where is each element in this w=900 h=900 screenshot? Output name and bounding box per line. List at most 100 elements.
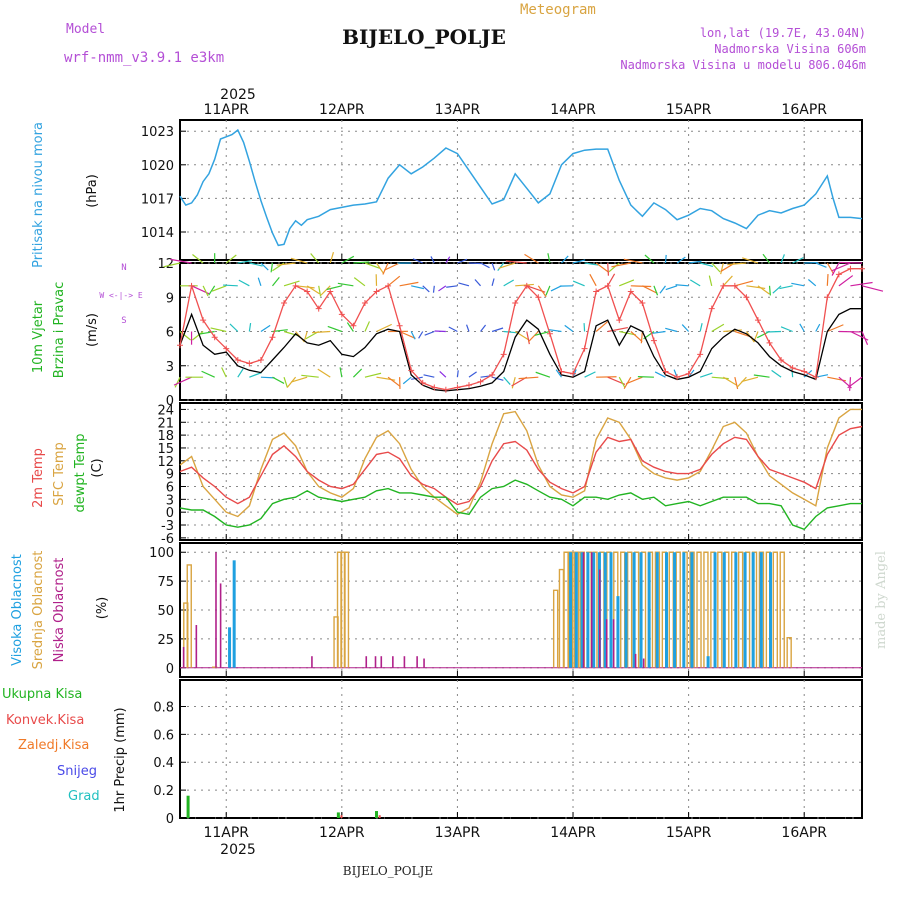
pressure-unit: (hPa) — [85, 174, 100, 208]
mid-cloud-label: Srednja Oblacnost — [31, 551, 46, 670]
wind-gust-marker — [246, 360, 253, 367]
low-cloud-bar — [590, 552, 593, 668]
wind-barb — [861, 331, 869, 346]
wind-barb — [320, 285, 331, 296]
high-cloud-bar — [759, 552, 763, 668]
wind-gust-marker — [269, 334, 276, 341]
high-cloud-bar — [228, 627, 232, 668]
wind-barb — [480, 262, 490, 269]
wind-barb — [652, 330, 666, 334]
wind-barb — [815, 323, 821, 332]
high-cloud-bar — [713, 552, 717, 668]
wind-barb — [329, 252, 335, 264]
wind-barb — [418, 331, 424, 339]
low-cloud-bar — [416, 656, 418, 668]
wind-gust-marker — [731, 282, 738, 289]
top-date-label: 16APR — [781, 102, 827, 118]
precip-ytick-label: 0 — [166, 812, 174, 827]
wind-barb — [423, 374, 435, 378]
wind-barb — [402, 376, 412, 385]
wind-barb — [383, 262, 400, 271]
wind-barb — [317, 368, 331, 378]
temp-ytick-label: 6 — [166, 480, 174, 495]
bottom-year-label: 2025 — [220, 842, 256, 858]
wind-barb — [734, 280, 754, 287]
wind-gust-marker — [396, 322, 403, 329]
high-cloud-bar — [569, 552, 573, 668]
wind-barb — [780, 254, 785, 264]
wind-barb — [399, 330, 416, 339]
wind-barb — [422, 285, 430, 293]
wind-barb — [630, 331, 643, 343]
wind-barb — [642, 285, 658, 294]
wind-gust-marker — [639, 299, 646, 306]
low-cloud-bar — [219, 583, 222, 668]
wind-gust-marker — [454, 384, 461, 391]
wind-barb — [352, 368, 363, 378]
wind-barb — [202, 285, 209, 297]
mid-cloud-bar — [626, 551, 633, 668]
wind-gust-marker — [581, 345, 588, 352]
wind-barb — [753, 374, 770, 378]
wind-gust-marker — [385, 282, 392, 289]
mid-cloud-bar — [186, 564, 192, 668]
wind-barb — [326, 285, 342, 291]
wind-gust-marker — [350, 322, 357, 329]
wind-barb — [700, 262, 714, 267]
wind-barb — [353, 277, 366, 287]
temp-ytick-label: 0 — [166, 506, 174, 521]
lonlat-text: lon,lat (19.7E, 43.04N) — [700, 26, 866, 40]
wind-barb — [815, 262, 827, 268]
wind-barb — [644, 254, 655, 264]
wind-barb — [192, 331, 204, 341]
wind-gust-marker — [650, 337, 657, 344]
wind-barb — [260, 262, 269, 271]
top-date-label: 15APR — [666, 102, 712, 118]
temp-ytick-label: 3 — [166, 493, 174, 508]
temp-ytick-label: -6 — [161, 532, 174, 547]
wind-gust-marker — [500, 351, 507, 358]
wind-barb — [518, 376, 539, 380]
wind-barb — [607, 273, 616, 287]
wind-barb — [779, 285, 793, 290]
wind-barb — [503, 279, 515, 287]
wind-gust-marker — [778, 357, 785, 364]
top-date-label: 11APR — [203, 102, 249, 118]
wind-gust-marker — [616, 317, 623, 324]
precip-unit-label: 1hr Precip (mm) — [113, 707, 128, 812]
wind-compass-s: S — [121, 316, 126, 326]
wind-barb — [221, 367, 227, 378]
wind-ytick-label: 12 — [157, 257, 174, 272]
wind-barb — [838, 275, 854, 287]
wind-barb — [665, 285, 678, 291]
mid-cloud-bar — [654, 551, 661, 668]
wind-barb — [756, 330, 770, 339]
wind-barb — [249, 372, 262, 378]
conv-precip-bar — [378, 815, 381, 818]
high-cloud-bar — [769, 552, 773, 668]
wind-barb — [497, 262, 505, 271]
cloud-panel: 0 25 50 75 100 — [149, 542, 863, 678]
wind-barb — [310, 253, 320, 264]
wind-barb — [387, 275, 401, 287]
wind-barb — [584, 262, 599, 266]
wind-barb — [526, 331, 530, 345]
conv-precip-bar — [340, 815, 343, 818]
wind-barb — [210, 327, 227, 333]
high-cloud-bar — [574, 552, 578, 668]
wind-speed-line — [179, 308, 862, 392]
low-cloud-bar — [634, 653, 637, 668]
wind-gust-marker — [558, 368, 565, 375]
wind-barb — [711, 262, 721, 273]
wind-barb — [229, 323, 239, 332]
wind-gust-marker — [465, 382, 472, 389]
high-cloud-bar — [609, 552, 613, 668]
wind-frame — [179, 262, 863, 401]
wind-barb — [257, 277, 262, 287]
wind-barb — [847, 376, 863, 389]
wind-gust-marker — [743, 294, 750, 301]
low-cloud-bar — [215, 552, 217, 668]
bottom-date-label: 15APR — [666, 825, 712, 841]
wind-gust-marker — [442, 386, 449, 393]
